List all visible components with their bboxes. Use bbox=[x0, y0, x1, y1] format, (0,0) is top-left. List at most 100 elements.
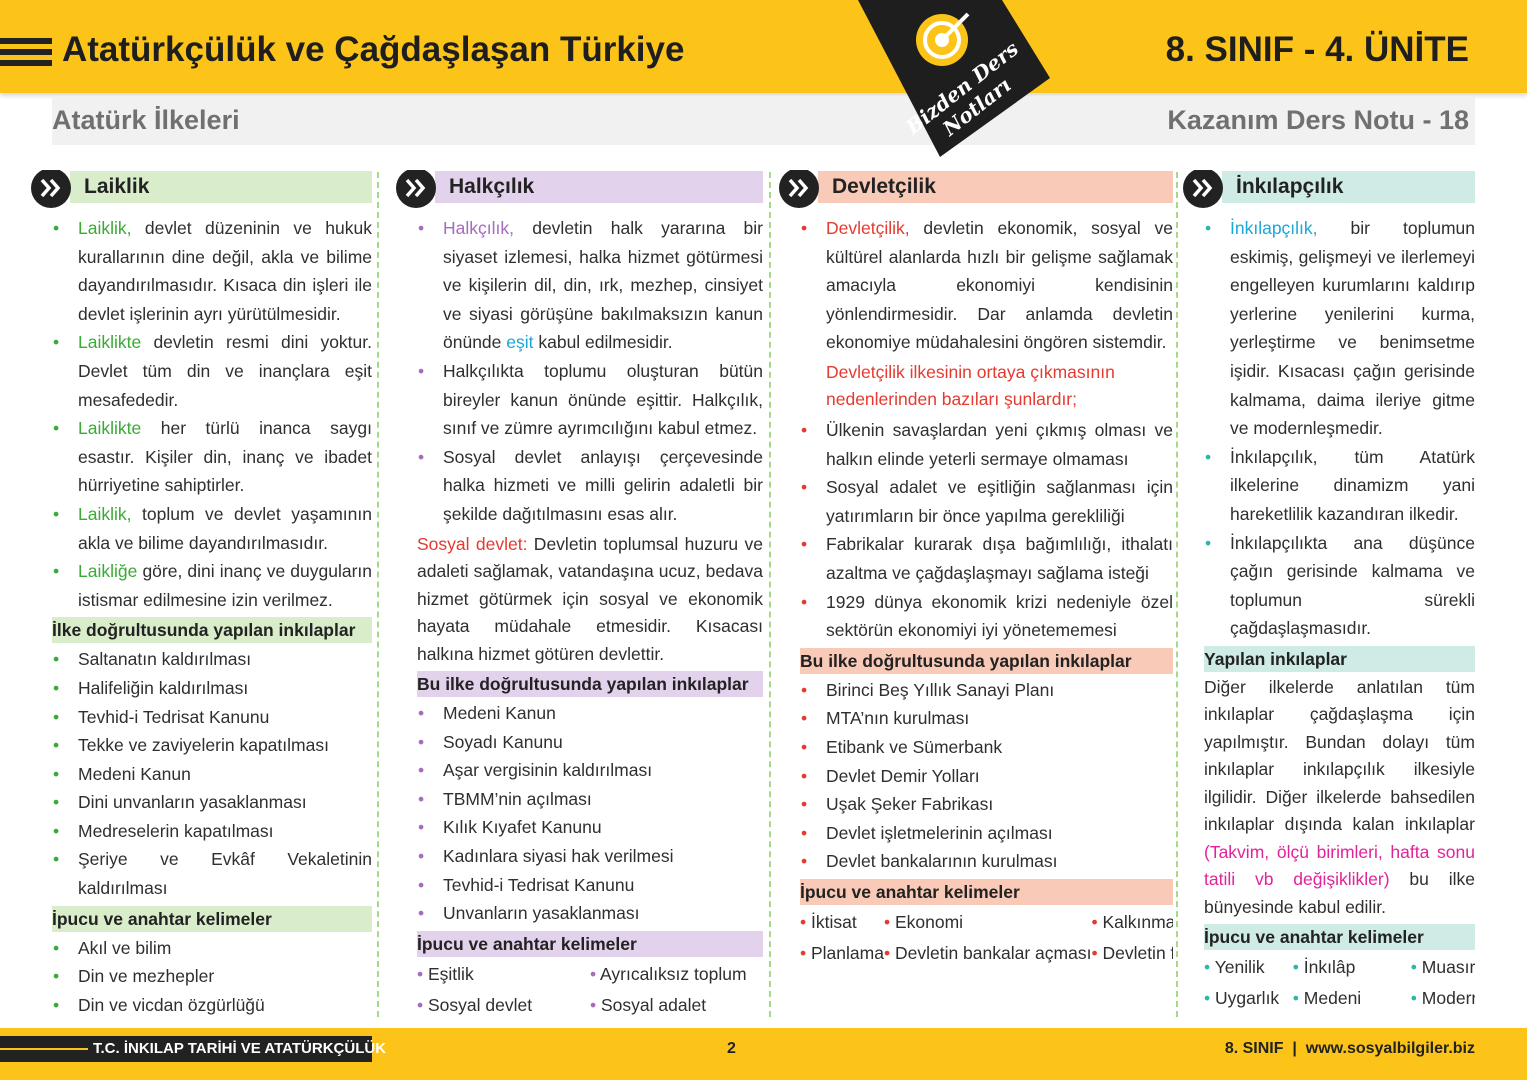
column-icon bbox=[396, 170, 436, 208]
text-run: (Takvim, ölçü birimleri, hafta sonu tati… bbox=[1204, 841, 1475, 890]
bullet-item: Medreselerin kapatılması bbox=[53, 817, 372, 846]
keyword: Ekonomi bbox=[884, 907, 1091, 938]
bullet-item: Birinci Beş Yıllık Sanayi Planı bbox=[801, 676, 1173, 705]
bullet-list: Ülkenin savaşlardan yeni çıkmış olması v… bbox=[800, 416, 1173, 645]
column-icon bbox=[1183, 170, 1223, 208]
bullet-item: Laiklik, devlet düzeninin ve hukuk kural… bbox=[53, 214, 372, 328]
bullet-item: Tevhid-i Tedrisat Kanunu bbox=[418, 871, 763, 900]
header-bar bbox=[0, 0, 1527, 93]
bullet-item: Halkçılık, devletin halk yararına bir si… bbox=[418, 214, 763, 357]
keyword: Uygarlık bbox=[1204, 983, 1293, 1014]
bullet-item: Unvanların yasaklanması bbox=[418, 899, 763, 928]
bullet-item: Şeriye ve Evkâf Vekaletinin kaldırılması bbox=[53, 845, 372, 902]
keyword-grid: İktisatEkonomiKalkınma PlanlamaDevletin b… bbox=[800, 907, 1173, 969]
text-run: İnkılapçılık, bbox=[1230, 218, 1318, 238]
logo-arrow bbox=[942, 12, 970, 40]
logo-ring bbox=[923, 21, 961, 59]
bullet-item: Halifeliğin kaldırılması bbox=[53, 674, 372, 703]
text-run: her türlü inanca saygı esastır. Kişiler … bbox=[78, 418, 372, 496]
column: İnkılapçılık İnkılapçılık, bir toplumun e… bbox=[1182, 170, 1475, 1020]
text-run: Halkçılık, bbox=[443, 218, 514, 238]
keyword: Medeni bbox=[1293, 983, 1411, 1014]
bullet-item: Devlet Demir Yolları bbox=[801, 762, 1173, 791]
keyword: İnkılâp bbox=[1293, 952, 1411, 983]
icon-chevrons bbox=[788, 178, 809, 198]
bullet-item: Kılık Kıyafet Kanunu bbox=[418, 813, 763, 842]
bullet-item: Medeni Kanun bbox=[53, 760, 372, 789]
text-run: Devletin toplumsal huzuru ve adaleti sağ… bbox=[417, 533, 763, 664]
section-heading: Bu ilke doğrultusunda yapılan inkılaplar bbox=[417, 671, 763, 698]
bullet-list: Birinci Beş Yıllık Sanayi PlanıMTA’nın k… bbox=[800, 676, 1173, 876]
bullet-item: Devlet işletmelerinin açılması bbox=[801, 819, 1173, 848]
text-run: eşit bbox=[506, 332, 534, 353]
paragraph: Devletçilik ilkesinin ortaya çıkmasının … bbox=[800, 359, 1173, 414]
text-run: bir toplumun eskimiş, gelişmeyi ve ilerl… bbox=[1230, 218, 1475, 439]
text-run: Sosyal devlet: bbox=[417, 533, 528, 554]
column-icon bbox=[31, 170, 71, 208]
section-heading: İpucu ve anahtar kelimeler bbox=[52, 905, 372, 932]
bullet-item: Laiklik, toplum ve devlet yaşamının akla… bbox=[53, 500, 372, 557]
column-title: Laiklik bbox=[70, 171, 372, 203]
icon-chevrons bbox=[40, 178, 61, 198]
bullet-item: TBMM’nin açılması bbox=[418, 785, 763, 814]
bullet-item: Saltanatın kaldırılması bbox=[53, 645, 372, 674]
text-run: devletin ekonomik, sosyal ve kültürel al… bbox=[826, 218, 1173, 353]
text-run: toplum ve devlet yaşamının akla ve bilim… bbox=[78, 503, 372, 553]
keyword: Yenilik bbox=[1204, 952, 1293, 983]
bullet-item: İnanç ve ibadet özgürlüğü bbox=[53, 1019, 372, 1020]
keyword: Sosyal adalet bbox=[590, 990, 763, 1020]
keyword: Ayrıcalıksız toplum bbox=[590, 959, 763, 990]
stripe bbox=[0, 49, 52, 55]
subtitle: Atatürk İlkeleri bbox=[52, 105, 240, 135]
bullet-item: 1929 dünya ekonomik krizi nedeniyle özel… bbox=[801, 588, 1173, 645]
text-run: kabul edilmesidir. bbox=[533, 332, 673, 353]
text-run: göre, dini inanç ve duyguların istismar … bbox=[78, 561, 372, 610]
bullet-item: Soyadı Kanunu bbox=[418, 728, 763, 757]
bullet-item: Aşar vergisinin kaldırılması bbox=[418, 756, 763, 785]
paragraph: Sosyal devlet: Devletin toplumsal huzuru… bbox=[417, 531, 763, 669]
icon-circle bbox=[396, 170, 436, 208]
bullet-item: İnkılapçılıkta ana düşünce çağın gerisin… bbox=[1205, 529, 1475, 643]
bullet-item: Kadınlara siyasi hak verilmesi bbox=[418, 842, 763, 871]
note-label: Kazanım Ders Notu - 18 bbox=[1167, 105, 1469, 135]
bullet-item: Laikliğe göre, dini inanç ve duyguların … bbox=[53, 557, 372, 614]
bullet-list: Saltanatın kaldırılmasıHalifeliğin kaldı… bbox=[52, 645, 372, 902]
bullet-item: Sosyal adalet ve eşitliğin sağlanması iç… bbox=[801, 473, 1173, 530]
page-title: Atatürkçülük ve Çağdaşlaşan Türkiye bbox=[62, 30, 685, 69]
column: Halkçılık Halkçılık, devletin halk yararı… bbox=[395, 170, 763, 1020]
stripe bbox=[0, 60, 52, 66]
keyword: Muasır bbox=[1411, 952, 1475, 983]
separator bbox=[769, 172, 771, 1017]
bullet-item: Halkçılıkta toplumu oluşturan bütün bire… bbox=[418, 357, 763, 443]
column-header: Devletçilik bbox=[778, 170, 1173, 208]
keyword: Kalkınma bbox=[1091, 907, 1173, 938]
page-number: 2 bbox=[727, 1040, 736, 1057]
bullet-item: Devlet bankalarının kurulması bbox=[801, 847, 1173, 876]
bullet-item: Dini unvanların yasaklanması bbox=[53, 788, 372, 817]
separator bbox=[1176, 172, 1178, 1017]
section-heading: İlke doğrultusunda yapılan inkılaplar bbox=[52, 617, 372, 644]
text-run: Devletçilik ilkesinin ortaya çıkmasının … bbox=[826, 361, 1115, 410]
keyword: Eşitlik bbox=[417, 959, 590, 990]
keyword: Modern bbox=[1411, 983, 1475, 1014]
column: Laiklik Laiklik, devlet düzeninin ve huku… bbox=[30, 170, 372, 1020]
keyword-grid: EşitlikAyrıcalıksız toplumSosyal devletS… bbox=[417, 959, 763, 1020]
stripe bbox=[0, 38, 52, 44]
grade: 8. SINIF - 4. ÜNİTE bbox=[1165, 30, 1469, 69]
logo-badge bbox=[858, 0, 1050, 157]
bullet-list: Halkçılık, devletin halk yararına bir si… bbox=[417, 214, 763, 529]
subtitle-bar bbox=[52, 97, 1475, 145]
paragraph: Diğer ilkelerde anlatılan tüm inkılaplar… bbox=[1204, 674, 1475, 922]
bullet-item: Devletçilik, devletin ekonomik, sosyal v… bbox=[801, 214, 1173, 357]
bullet-item: Laiklikte devletin resmi dini yoktur. De… bbox=[53, 328, 372, 414]
text-run: Laiklikte bbox=[78, 418, 142, 439]
bullet-list: İnkılapçılık, bir toplumun eskimiş, geli… bbox=[1204, 214, 1475, 643]
icon-circle bbox=[31, 170, 71, 208]
text-run: bu ilke bünyesinde kabul edilir. bbox=[1204, 869, 1475, 917]
text-run: Laikliğe bbox=[78, 561, 138, 582]
text-run: Laiklik, bbox=[78, 503, 132, 524]
column-content: İnkılapçılık, bir toplumun eskimiş, geli… bbox=[1182, 214, 1475, 1020]
bullet-item: MTA’nın kurulması bbox=[801, 704, 1173, 733]
keyword: Devletin bankalar açması bbox=[884, 938, 1091, 969]
